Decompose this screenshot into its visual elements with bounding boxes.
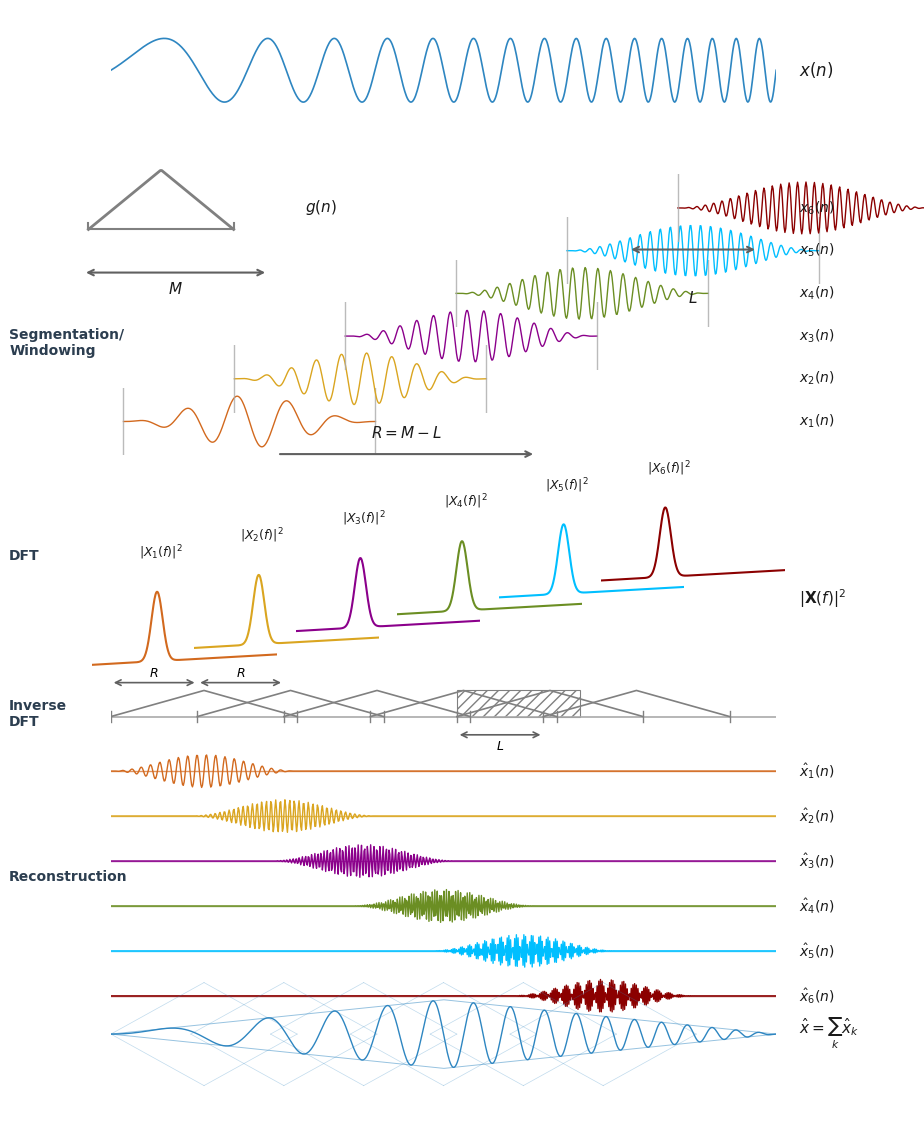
Text: Segmentation/
Windowing: Segmentation/ Windowing: [9, 328, 125, 357]
Text: $x_1(n)$: $x_1(n)$: [799, 413, 834, 430]
Text: DFT: DFT: [9, 550, 40, 563]
Text: $\hat{x}_2(n)$: $\hat{x}_2(n)$: [799, 806, 835, 826]
Bar: [456, 690, 579, 717]
Text: $|\mathbf{X}(f)|^2$: $|\mathbf{X}(f)|^2$: [799, 588, 846, 610]
Text: $|X_4(f)|^2$: $|X_4(f)|^2$: [444, 492, 487, 511]
Text: $L$: $L$: [496, 740, 505, 753]
Text: $\hat{x}_1(n)$: $\hat{x}_1(n)$: [799, 761, 835, 781]
Text: Inverse
DFT: Inverse DFT: [9, 699, 67, 728]
Text: $\hat{x}_5(n)$: $\hat{x}_5(n)$: [799, 941, 835, 961]
Text: $L$: $L$: [688, 290, 698, 306]
Text: $\hat{x} = \sum_k \hat{x}_k$: $\hat{x} = \sum_k \hat{x}_k$: [799, 1017, 859, 1051]
Text: $|X_1(f)|^2$: $|X_1(f)|^2$: [139, 543, 182, 562]
Text: $|X_5(f)|^2$: $|X_5(f)|^2$: [545, 475, 589, 495]
Text: $\hat{x}_4(n)$: $\hat{x}_4(n)$: [799, 896, 835, 916]
Text: $R$: $R$: [236, 667, 246, 680]
Text: $x_5(n)$: $x_5(n)$: [799, 242, 834, 260]
Text: $g(n)$: $g(n)$: [305, 199, 336, 217]
Text: $x_6(n)$: $x_6(n)$: [799, 199, 834, 217]
Text: $M$: $M$: [168, 281, 183, 298]
Text: $R$: $R$: [150, 667, 159, 680]
Text: $x_2(n)$: $x_2(n)$: [799, 370, 834, 388]
Text: $x_4(n)$: $x_4(n)$: [799, 284, 834, 302]
Text: $x(n)$: $x(n)$: [799, 60, 833, 80]
Text: $R = M - L$: $R = M - L$: [371, 425, 442, 441]
Text: $|X_2(f)|^2$: $|X_2(f)|^2$: [240, 526, 284, 545]
Text: $|X_6(f)|^2$: $|X_6(f)|^2$: [647, 459, 690, 478]
Text: $|X_3(f)|^2$: $|X_3(f)|^2$: [342, 509, 385, 528]
Text: Reconstruction: Reconstruction: [9, 870, 128, 883]
Text: $\hat{x}_3(n)$: $\hat{x}_3(n)$: [799, 851, 835, 871]
Text: $\hat{x}_6(n)$: $\hat{x}_6(n)$: [799, 986, 835, 1006]
Text: $x_3(n)$: $x_3(n)$: [799, 327, 834, 345]
